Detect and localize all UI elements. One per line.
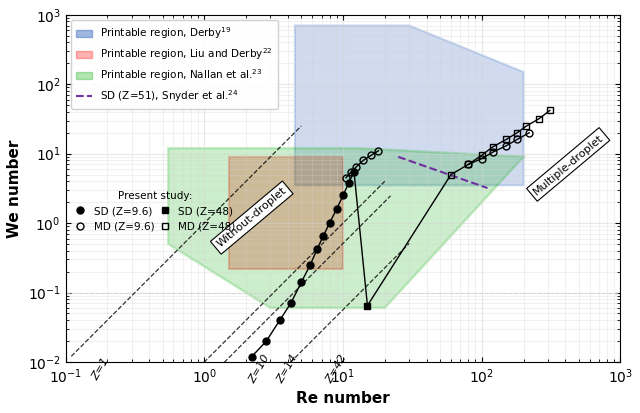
Line: MD (Z=48): MD (Z=48) xyxy=(447,107,554,178)
SD (Z=9.6) xyxy=(307,263,314,268)
Text: Z=14: Z=14 xyxy=(276,353,300,385)
SD (Z=9.6) xyxy=(339,193,347,198)
SD (Z=9.6) xyxy=(350,169,358,174)
MD (Z=9.6) xyxy=(489,150,497,154)
SD (Z=9.6) xyxy=(313,247,321,252)
Text: Without-droplet: Without-droplet xyxy=(215,186,289,249)
Text: Z=10: Z=10 xyxy=(247,353,271,385)
MD (Z=9.6) xyxy=(353,164,360,169)
SD (Z=9.6) xyxy=(345,180,353,185)
Y-axis label: We number: We number xyxy=(7,139,22,237)
MD (Z=9.6) xyxy=(465,162,472,167)
MD (Z=48) xyxy=(447,172,455,177)
SD (Z=9.6) xyxy=(262,339,270,344)
MD (Z=9.6) xyxy=(348,169,355,174)
Polygon shape xyxy=(295,26,524,185)
MD (Z=9.6) xyxy=(502,143,510,148)
MD (Z=48) xyxy=(465,162,472,167)
SD (Z=9.6) xyxy=(276,318,284,323)
MD (Z=48) xyxy=(546,108,554,113)
X-axis label: Re number: Re number xyxy=(296,391,390,406)
MD (Z=48) xyxy=(502,137,510,142)
MD (Z=9.6) xyxy=(374,148,382,153)
SD (Z=9.6) xyxy=(248,354,255,359)
SD (Z=9.6) xyxy=(333,206,340,211)
Polygon shape xyxy=(228,157,343,269)
Text: Z=42: Z=42 xyxy=(324,353,349,385)
MD (Z=48) xyxy=(478,153,486,158)
MD (Z=9.6) xyxy=(360,158,367,163)
MD (Z=9.6) xyxy=(525,130,533,135)
MD (Z=48) xyxy=(523,123,531,128)
SD (Z=9.6) xyxy=(326,221,333,225)
MD (Z=48) xyxy=(513,130,521,135)
Line: SD (Z=9.6): SD (Z=9.6) xyxy=(248,168,358,360)
MD (Z=9.6) xyxy=(367,153,375,158)
Text: Multiple-droplet: Multiple-droplet xyxy=(531,132,605,197)
Legend: SD (Z=9.6), MD (Z=9.6), SD (Z=48), MD (Z=48): SD (Z=9.6), MD (Z=9.6), SD (Z=48), MD (Z… xyxy=(71,187,239,235)
Line: MD (Z=9.6): MD (Z=9.6) xyxy=(342,129,532,181)
MD (Z=48) xyxy=(536,116,543,121)
MD (Z=48) xyxy=(489,145,497,150)
MD (Z=9.6) xyxy=(342,175,350,180)
SD (Z=9.6) xyxy=(287,301,294,306)
SD (Z=9.6) xyxy=(298,280,305,285)
Polygon shape xyxy=(168,148,524,308)
Text: Z=1: Z=1 xyxy=(91,356,111,382)
MD (Z=9.6) xyxy=(478,156,486,161)
SD (Z=9.6) xyxy=(319,234,327,239)
MD (Z=9.6) xyxy=(513,137,521,142)
